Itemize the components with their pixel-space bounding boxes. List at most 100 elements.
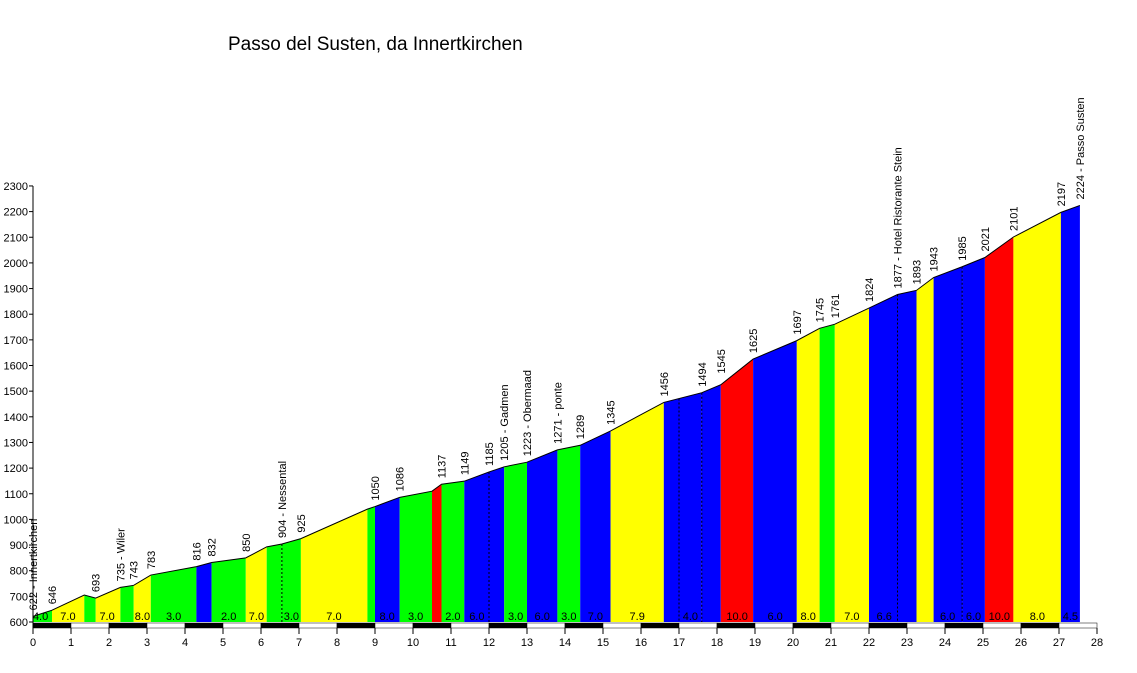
gradient-label: 10.0 <box>726 611 747 623</box>
x-tick-label: 8 <box>334 637 340 649</box>
point-label: 925 <box>296 514 308 532</box>
profile-segment <box>753 340 797 622</box>
gradient-label: 8.0 <box>801 611 816 623</box>
gradient-label: 3.0 <box>284 611 299 623</box>
gradient-label: 4.0 <box>683 611 698 623</box>
x-tick-label: 19 <box>749 637 761 649</box>
profile-segment <box>95 587 121 622</box>
km-scale-cell <box>944 622 984 629</box>
profile-segment <box>610 402 664 622</box>
point-label: 1271 - ponte <box>552 382 564 444</box>
x-tick-label: 13 <box>521 637 533 649</box>
y-tick-label: 1400 <box>4 412 28 424</box>
x-tick-label: 2 <box>106 637 112 649</box>
point-label: 1149 <box>459 452 471 476</box>
point-label: 1456 <box>659 372 671 396</box>
y-tick-label: 1200 <box>4 463 28 475</box>
point-label: 850 <box>241 534 253 552</box>
profile-segment <box>897 290 917 622</box>
point-label: 783 <box>146 551 158 569</box>
x-tick-label: 0 <box>30 637 36 649</box>
profile-segment <box>720 359 754 622</box>
profile-segment <box>300 509 368 622</box>
km-scale-cell <box>602 622 642 629</box>
point-label: 1185 <box>484 442 496 466</box>
gradient-label: 7.0 <box>60 611 75 623</box>
y-tick-label: 1800 <box>4 309 28 321</box>
gradient-label-group: 4.0 7.0 7.0 8.0 3.0 2.0 7.0 3.0 7.0 8.0 3.0 2.0 6.0 3… <box>33 611 1078 623</box>
profile-segment <box>834 308 869 622</box>
x-tick-label: 7 <box>296 637 302 649</box>
point-label: 904 - Nessental <box>277 461 289 538</box>
x-tick-label: 15 <box>597 637 609 649</box>
km-scale-cell <box>184 622 224 629</box>
x-tick-label: 4 <box>182 637 188 649</box>
gradient-label: 6.0 <box>535 611 550 623</box>
y-tick-label: 1500 <box>4 386 28 398</box>
point-label: 1893 <box>912 260 924 284</box>
point-label: 1745 <box>815 298 827 322</box>
profile-segment <box>527 449 558 622</box>
gradient-label: 7.0 <box>588 611 603 623</box>
x-tick-label: 6 <box>258 637 264 649</box>
km-scale-cell <box>336 622 376 629</box>
chart-title: Passo del Susten, da Innertkirchen <box>228 34 523 55</box>
gradient-label: 3.0 <box>508 611 523 623</box>
km-scale-cell <box>564 622 604 629</box>
km-scale-cell <box>32 622 72 629</box>
separator-group <box>281 266 963 622</box>
gradient-label: 6.0 <box>469 611 484 623</box>
x-tick-label: 26 <box>1015 637 1027 649</box>
profile-segment <box>84 595 96 622</box>
point-label: 1205 - Gadmen <box>499 384 511 460</box>
gradient-label: 2.0 <box>221 611 236 623</box>
km-scale-cell <box>1020 622 1060 629</box>
point-label: 693 <box>91 574 103 592</box>
km-scale-cell <box>526 622 566 629</box>
x-tick-label: 11 <box>445 637 456 649</box>
point-label: 1494 <box>697 362 709 386</box>
point-label: 735 - Wiler <box>115 528 127 582</box>
profile-segment <box>557 445 581 622</box>
gradient-label: 7.0 <box>844 611 859 623</box>
gradient-label: 6.0 <box>940 611 955 623</box>
point-label: 1985 <box>957 236 969 260</box>
point-label: 646 <box>47 586 59 604</box>
profile-segment <box>266 544 282 622</box>
point-label: 1697 <box>792 310 804 334</box>
profile-segment <box>869 294 898 622</box>
y-tick-label: 1600 <box>4 361 28 373</box>
point-label: 2197 <box>1056 182 1068 206</box>
point-label: 2021 <box>980 227 992 251</box>
profile-segment <box>464 471 489 622</box>
profile-fill-group <box>32 204 1081 622</box>
y-tick-label: 700 <box>10 591 28 603</box>
y-tick-label: 1000 <box>4 514 28 526</box>
gradient-label: 7.9 <box>630 611 645 623</box>
km-scale-cell <box>678 622 718 629</box>
y-tick-label: 800 <box>10 566 28 578</box>
point-label: 1877 - Hotel Ristorante Stein <box>893 147 905 288</box>
profile-segment <box>52 595 85 622</box>
x-tick-label: 24 <box>939 637 951 649</box>
gradient-label: 7.0 <box>249 611 264 623</box>
x-tick-label: 27 <box>1053 637 1065 649</box>
profile-segment <box>916 277 934 622</box>
point-label: 1545 <box>716 349 728 373</box>
y-tick-label: 2100 <box>4 232 28 244</box>
gradient-label: 8.0 <box>1030 611 1045 623</box>
gradient-label: 2.0 <box>445 611 460 623</box>
point-label: 1086 <box>395 467 407 491</box>
point-label: 1223 - Obermaad <box>522 370 534 456</box>
gradient-label: 3.0 <box>408 611 423 623</box>
point-label: 1345 <box>606 400 618 424</box>
profile-segment <box>984 236 1014 622</box>
point-label: 1761 <box>830 294 842 318</box>
x-tick-label: 5 <box>220 637 226 649</box>
y-tick-label: 1100 <box>4 489 28 501</box>
x-tick-label: 14 <box>559 637 571 649</box>
gradient-label: 8.0 <box>135 611 150 623</box>
profile-segment <box>701 384 721 622</box>
x-tick-label: 16 <box>635 637 647 649</box>
km-scale-cell <box>260 622 300 629</box>
